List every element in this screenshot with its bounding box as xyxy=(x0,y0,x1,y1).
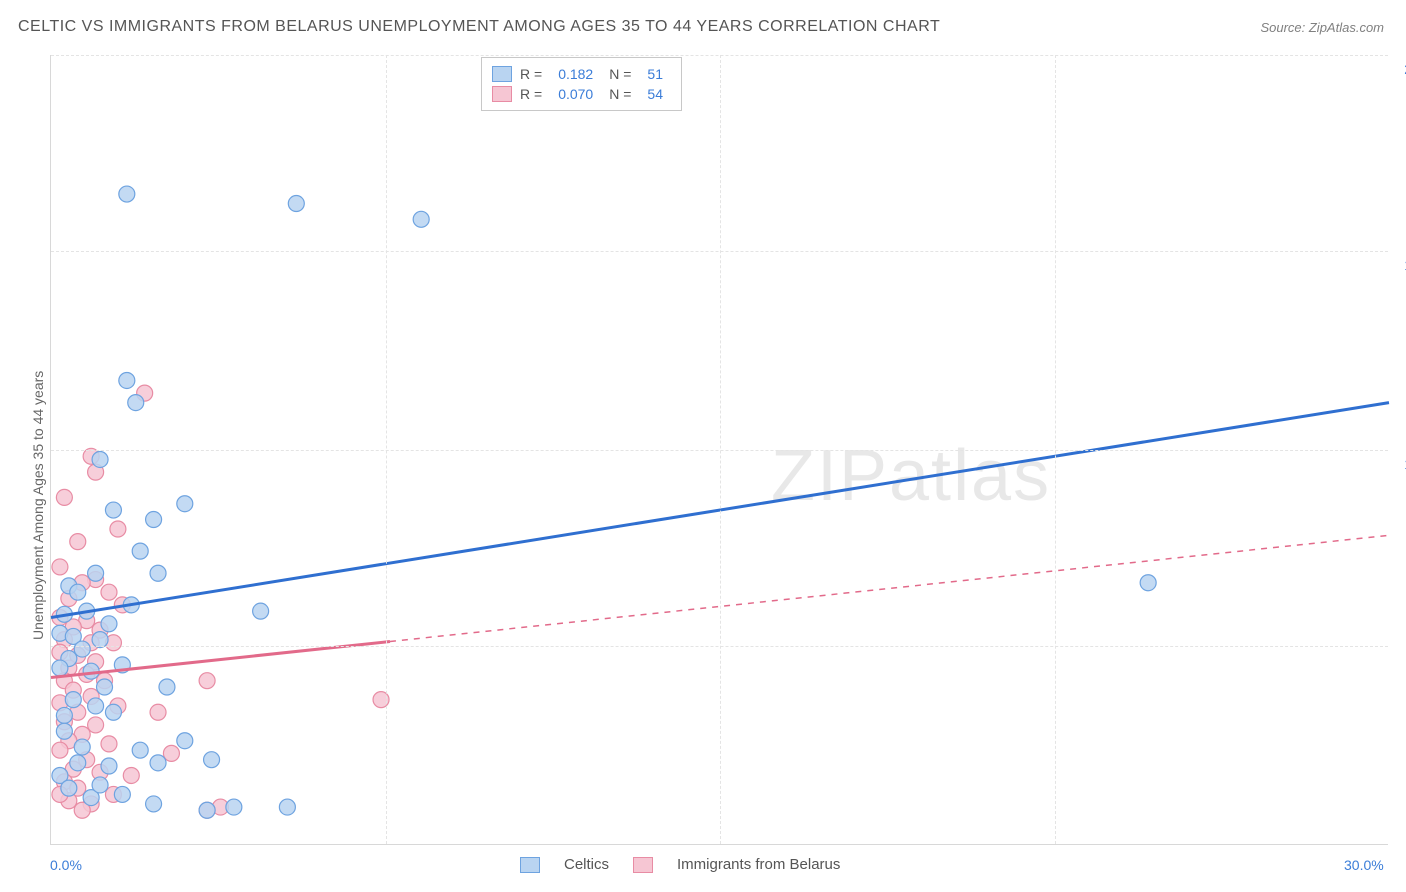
scatter-point xyxy=(70,584,86,600)
scatter-point xyxy=(177,496,193,512)
scatter-point xyxy=(92,451,108,467)
chart-container: CELTIC VS IMMIGRANTS FROM BELARUS UNEMPL… xyxy=(0,0,1406,892)
scatter-point xyxy=(110,521,126,537)
legend-swatch-belarus xyxy=(633,857,653,873)
scatter-point xyxy=(105,502,121,518)
legend-stats-row-1: R = 0.070 N = 54 xyxy=(492,84,671,104)
n-value-1: 54 xyxy=(639,86,671,102)
scatter-point xyxy=(163,745,179,761)
scatter-point xyxy=(70,534,86,550)
legend-stats: R = 0.182 N = 51 R = 0.070 N = 54 xyxy=(481,57,682,111)
scatter-point xyxy=(199,802,215,818)
scatter-point xyxy=(204,752,220,768)
scatter-point xyxy=(177,733,193,749)
scatter-point xyxy=(150,755,166,771)
legend-swatch-belarus xyxy=(492,86,512,102)
scatter-point xyxy=(65,692,81,708)
scatter-point xyxy=(119,372,135,388)
scatter-point xyxy=(413,211,429,227)
scatter-point xyxy=(132,543,148,559)
legend-stats-row-0: R = 0.182 N = 51 xyxy=(492,64,671,84)
n-label: N = xyxy=(609,86,631,102)
r-value-1: 0.070 xyxy=(550,86,601,102)
scatter-point xyxy=(74,641,90,657)
legend-swatch-celtics xyxy=(520,857,540,873)
source-attribution: Source: ZipAtlas.com xyxy=(1260,20,1384,35)
scatter-point xyxy=(373,692,389,708)
trend-line-dashed xyxy=(390,535,1389,641)
scatter-point xyxy=(150,565,166,581)
r-label: R = xyxy=(520,66,542,82)
scatter-point xyxy=(159,679,175,695)
scatter-point xyxy=(101,736,117,752)
n-label: N = xyxy=(609,66,631,82)
scatter-point xyxy=(61,780,77,796)
scatter-point xyxy=(101,758,117,774)
n-value-0: 51 xyxy=(639,66,671,82)
legend-label-celtics: Celtics xyxy=(564,856,609,873)
scatter-point xyxy=(226,799,242,815)
scatter-point xyxy=(146,796,162,812)
legend-series: Celtics Immigrants from Belarus xyxy=(520,856,840,873)
r-value-0: 0.182 xyxy=(550,66,601,82)
legend-label-belarus: Immigrants from Belarus xyxy=(677,856,840,873)
scatter-point xyxy=(114,786,130,802)
gridline-v xyxy=(386,55,387,844)
scatter-point xyxy=(74,739,90,755)
scatter-point xyxy=(88,565,104,581)
y-axis-label: Unemployment Among Ages 35 to 44 years xyxy=(30,371,46,640)
scatter-point xyxy=(253,603,269,619)
scatter-point xyxy=(88,717,104,733)
x-tick-label: 0.0% xyxy=(50,857,82,873)
plot-area: ZIPatlas R = 0.182 N = 51 R = 0.070 N = … xyxy=(50,55,1388,845)
chart-title: CELTIC VS IMMIGRANTS FROM BELARUS UNEMPL… xyxy=(18,18,940,36)
scatter-point xyxy=(199,673,215,689)
scatter-point xyxy=(128,395,144,411)
scatter-point xyxy=(146,512,162,528)
scatter-point xyxy=(101,584,117,600)
r-label: R = xyxy=(520,86,542,102)
gridline-v xyxy=(1055,55,1056,844)
scatter-point xyxy=(119,186,135,202)
scatter-point xyxy=(52,559,68,575)
scatter-point xyxy=(97,679,113,695)
scatter-point xyxy=(52,742,68,758)
scatter-point xyxy=(56,707,72,723)
legend-swatch-celtics xyxy=(492,66,512,82)
scatter-point xyxy=(105,704,121,720)
scatter-point xyxy=(56,723,72,739)
scatter-point xyxy=(92,777,108,793)
gridline-v xyxy=(720,55,721,844)
scatter-point xyxy=(70,755,86,771)
x-tick-label: 30.0% xyxy=(1344,857,1384,873)
scatter-point xyxy=(56,489,72,505)
scatter-point xyxy=(123,767,139,783)
scatter-point xyxy=(150,704,166,720)
scatter-point xyxy=(88,698,104,714)
scatter-point xyxy=(279,799,295,815)
scatter-point xyxy=(132,742,148,758)
scatter-point xyxy=(101,616,117,632)
scatter-point xyxy=(288,196,304,212)
scatter-point xyxy=(1140,575,1156,591)
scatter-point xyxy=(52,660,68,676)
